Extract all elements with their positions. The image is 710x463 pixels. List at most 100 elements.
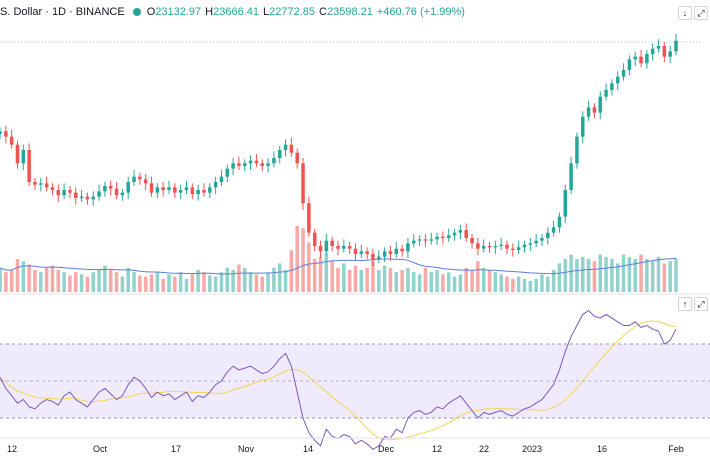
volume-bar [470, 270, 474, 292]
candle-body [0, 131, 2, 134]
candle-body [196, 190, 200, 194]
volume-bar [371, 261, 375, 292]
volume-bar [464, 267, 468, 292]
volume-bar [219, 272, 224, 292]
volume-bar [446, 272, 451, 292]
candle-body [499, 244, 503, 246]
symbol-title[interactable]: S. Dollar · 1D · BINANCE [0, 6, 125, 18]
volume-bar [674, 259, 678, 292]
candle-body [132, 176, 136, 182]
candle-body [505, 244, 509, 249]
volume-bar [27, 264, 31, 292]
maximize-pane-button[interactable]: ⤢ [694, 6, 708, 20]
volume-bar [406, 267, 410, 292]
candle-body [528, 243, 533, 245]
volume-bar [353, 265, 358, 292]
candle-body [417, 239, 422, 241]
time-axis[interactable]: 12 Oct 17 Nov 14 Dec 12 22 2023 16 Feb [7, 444, 684, 454]
candle-body [74, 192, 78, 198]
candle-body [662, 46, 667, 57]
volume-bar [9, 270, 14, 292]
candle-body [615, 76, 620, 84]
volume-bar [132, 272, 136, 292]
ohlc-high-value: 23666.41 [213, 6, 259, 18]
volume-bar [662, 263, 667, 292]
ohlc-open-label: O [146, 6, 156, 18]
volume-bar [499, 274, 503, 292]
maximize-icon: ⤢ [697, 298, 705, 309]
candle-body [610, 83, 614, 90]
candle-body [551, 227, 556, 233]
candle-body [377, 256, 381, 260]
candle-body [114, 188, 119, 196]
candle-body [254, 160, 259, 164]
volume-bar [283, 270, 288, 292]
volume-ma-line [0, 257, 677, 275]
volume-bar [295, 226, 299, 292]
move-pane-up-button[interactable]: ↑ [678, 297, 692, 311]
candle-body [97, 191, 101, 197]
candle-body [272, 158, 276, 164]
candle-body [21, 150, 26, 164]
volume-bar [21, 261, 26, 292]
volume-bar [178, 272, 183, 292]
candles-group [0, 34, 678, 266]
volume-bar [330, 261, 334, 292]
volume-bar [546, 276, 550, 292]
volume-bar [254, 274, 259, 292]
volume-bar [272, 267, 276, 292]
volume-bar [505, 276, 509, 292]
candle-body [394, 248, 399, 254]
candle-body [336, 246, 340, 249]
candle-body [248, 160, 253, 164]
candle-body [382, 251, 387, 257]
candle-body [359, 251, 364, 254]
candle-body [493, 246, 498, 248]
volume-bar [441, 274, 445, 292]
volume-bar [196, 270, 200, 292]
volume-group [0, 226, 678, 292]
volume-bar [342, 263, 346, 292]
candle-body [400, 248, 404, 252]
volume-bar [604, 256, 608, 292]
move-pane-down-button[interactable]: ↓ [678, 6, 692, 20]
volume-bar [56, 270, 61, 292]
candle-body [365, 251, 369, 254]
volume-bar [62, 272, 66, 292]
time-axis-label: 12 [432, 444, 442, 454]
volume-bar [301, 228, 305, 292]
candle-body [592, 107, 597, 113]
volume-bar [336, 267, 340, 292]
candle-body [487, 246, 492, 248]
candle-body [62, 190, 66, 196]
candle-body [511, 248, 515, 250]
candle-body [546, 232, 550, 238]
rsi-maximize-pane-button[interactable]: ⤢ [694, 297, 708, 311]
volume-bar [615, 263, 620, 292]
volume-bar [39, 272, 43, 292]
candle-body [324, 240, 329, 252]
chart-legend[interactable]: S. Dollar · 1D · BINANCE O 23132.97 H 23… [0, 4, 469, 20]
volume-bar [476, 261, 480, 292]
volume-bar [633, 259, 637, 292]
ohlc-open-value: 23132.97 [155, 6, 202, 18]
volume-bar [85, 276, 90, 292]
candle-body [347, 246, 352, 249]
candle-body [39, 183, 43, 185]
volume-bar [248, 272, 253, 292]
volume-bar [493, 272, 498, 292]
candle-body [342, 246, 346, 249]
ohlc-close-label: C [319, 6, 327, 18]
candle-body [388, 251, 393, 254]
candle-body [68, 190, 72, 193]
candle-body [452, 232, 457, 236]
volume-bar [74, 272, 78, 292]
volume-bar [621, 254, 626, 292]
volume-bar [97, 270, 101, 292]
volume-bar [68, 275, 72, 292]
candle-body [645, 54, 649, 64]
candle-body [563, 190, 568, 217]
candle-body [656, 46, 661, 49]
